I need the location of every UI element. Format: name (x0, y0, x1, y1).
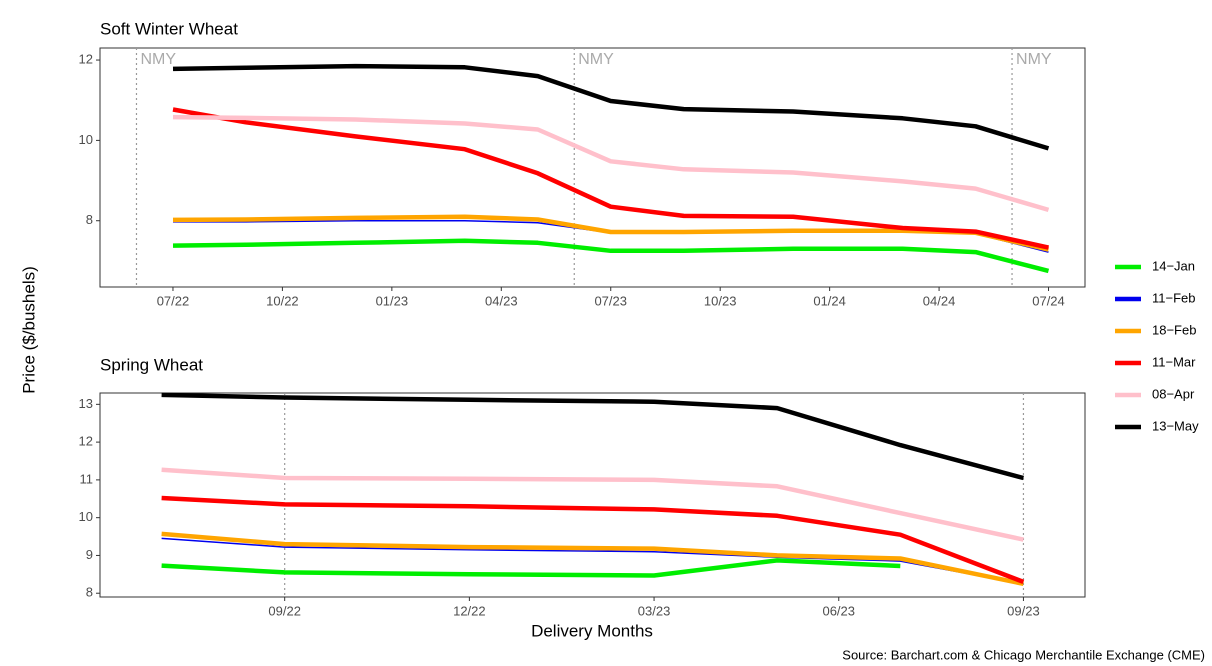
series-line (161, 558, 901, 578)
panel-frame (99, 47, 1086, 288)
y-tick-label: 12 (79, 51, 93, 66)
y-tick-label: 12 (79, 434, 93, 449)
y-tick-label: 8 (86, 585, 93, 600)
y-tick-label: 10 (79, 509, 93, 524)
x-tick-label: 07/22 (157, 293, 190, 308)
x-tick-label: 10/23 (704, 293, 737, 308)
x-tick-label: 04/23 (485, 293, 518, 308)
y-tick-label: 10 (79, 132, 93, 147)
y-tick-label: 13 (79, 396, 93, 411)
legend-label: 14−Jan (1152, 258, 1195, 273)
series-line (172, 238, 1050, 274)
legend-label: 13−May (1152, 418, 1199, 433)
y-axis-label: Price ($/bushels) (19, 266, 38, 394)
x-tick-label: 03/23 (638, 603, 671, 618)
series-line (161, 467, 1024, 542)
marker-label: NMY (578, 51, 614, 68)
x-tick-label: 12/22 (453, 603, 486, 618)
marker-label: NMY (1016, 51, 1052, 68)
series-line (172, 114, 1050, 213)
series-line (172, 63, 1050, 151)
x-tick-label: 07/23 (594, 293, 627, 308)
series-line (172, 107, 1049, 250)
x-tick-label: 09/22 (268, 603, 301, 618)
x-tick-label: 07/24 (1032, 293, 1065, 308)
x-tick-label: 04/24 (923, 293, 956, 308)
legend-label: 08−Apr (1152, 386, 1195, 401)
y-tick-label: 11 (80, 471, 94, 486)
x-tick-label: 01/23 (376, 293, 409, 308)
panel-title: Soft Winter Wheat (100, 19, 238, 38)
y-tick-label: 8 (86, 212, 93, 227)
x-tick-label: 09/23 (1007, 603, 1040, 618)
legend-label: 11−Mar (1152, 354, 1196, 369)
series-line (161, 537, 1024, 585)
series-line (172, 214, 1050, 252)
series-line (161, 392, 1024, 481)
panel-title: Spring Wheat (100, 355, 203, 374)
x-axis-label: Delivery Months (531, 621, 653, 640)
legend-label: 11−Feb (1152, 290, 1196, 305)
y-tick-label: 9 (86, 547, 93, 562)
series-line (161, 495, 1025, 585)
x-tick-label: 06/23 (822, 603, 855, 618)
source-note: Source: Barchart.com & Chicago Merchanti… (842, 647, 1205, 662)
panel-frame (99, 392, 1086, 598)
x-tick-label: 10/22 (266, 293, 299, 308)
x-tick-label: 01/24 (813, 293, 846, 308)
series-line (161, 531, 1024, 587)
marker-label: NMY (140, 51, 176, 68)
legend-label: 18−Feb (1152, 322, 1196, 337)
